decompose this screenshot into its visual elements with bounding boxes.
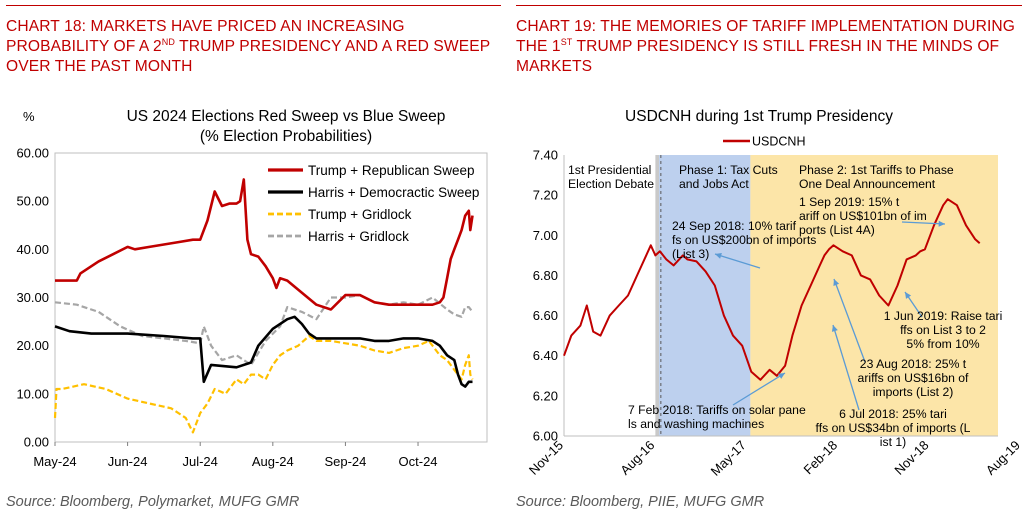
annotation-arrowhead	[938, 220, 945, 227]
x-tick-label: Feb-18	[800, 438, 840, 478]
chart-18-source: Source: Bloomberg, Polymarket, MUFG GMR	[6, 494, 300, 510]
x-tick-label: May-24	[33, 454, 76, 469]
y-tick-label: 60.00	[16, 146, 49, 161]
legend-label: USDCNH	[752, 135, 805, 149]
y-tick-label: 6.20	[533, 388, 558, 403]
y-tick-label: 6.00	[533, 429, 558, 444]
annotation-arrow	[901, 221, 946, 225]
annotation-1: 1 Sep 2019: 15% t ariff on US$101bn of im…	[799, 195, 927, 237]
title-rule	[6, 5, 501, 6]
y-tick-label: 30.00	[16, 290, 49, 305]
region-label-2: Phase 2: 1st Tariffs to Phase One Deal An…	[799, 163, 954, 191]
legend-label: Trump + Gridlock	[308, 207, 412, 222]
chart-18-title: Chart 18: Markets have priced an increas…	[6, 18, 490, 75]
shaded-region-2	[750, 155, 998, 436]
chart-18-plot: % US 2024 Elections Red Sweep vs Blue Sw…	[16, 108, 488, 469]
x-tick-label: Aug-16	[617, 438, 657, 478]
legend-label: Trump + Republican Sweep	[308, 163, 474, 178]
y-tick-label: 6.80	[533, 268, 558, 283]
y-tick-label: 40.00	[16, 242, 49, 257]
annotation-arrow	[714, 253, 761, 269]
region-label-1: Phase 1: Tax Cuts and Jobs Act	[679, 163, 778, 191]
x-tick-label: Sep-24	[324, 454, 366, 469]
annotation-arrow	[732, 372, 786, 406]
y-tick-label: 7.00	[533, 228, 558, 243]
x-tick-label: Aug-24	[252, 454, 294, 469]
annotation-arrowhead	[778, 373, 785, 379]
chart-subtitle: (% Election Probabilities)	[200, 128, 372, 145]
series-line-0	[55, 178, 474, 311]
annotation-arrowhead	[905, 292, 912, 299]
y-tick-label: 20.00	[16, 338, 49, 353]
x-tick-label: May-17	[708, 438, 749, 479]
chart-title: USDCNH during 1st Trump Presidency	[625, 108, 893, 125]
x-tick-label: Jun-24	[108, 454, 148, 469]
y-tick-label: 0.00	[24, 435, 49, 450]
annotation-4: 6 Jul 2018: 25% tari ffs on US$34bn of im…	[816, 407, 971, 449]
y-tick-label: 10.00	[16, 386, 49, 401]
title-rule	[516, 5, 1022, 6]
annotation-5: 7 Feb 2018: Tariffs on solar pane ls and …	[628, 403, 806, 431]
x-tick-label: Nov-15	[526, 438, 566, 478]
annotation-arrow	[832, 324, 860, 411]
y-tick-label: 50.00	[16, 194, 49, 209]
y-tick-label: 6.60	[533, 308, 558, 323]
series-line-3	[54, 294, 474, 366]
region-label-0: 1st Presidential Election Debate	[568, 163, 654, 191]
annotation-arrowhead	[831, 325, 838, 332]
plot-area: 0.00 10.00 20.00 30.00 40.00 50.00 60.00 May-24…	[16, 146, 488, 469]
annotation-0: 24 Sep 2018: 10% tarif fs on US$200bn of …	[672, 219, 816, 261]
shaded-region-1	[659, 155, 751, 436]
series-line-2	[53, 334, 474, 434]
chart-title: US 2024 Elections Red Sweep vs Blue Swee…	[127, 108, 446, 125]
y-unit-label: %	[23, 109, 35, 124]
annotation-arrow	[833, 278, 866, 363]
series-line-1	[54, 315, 473, 388]
y-tick-label: 7.40	[533, 148, 558, 163]
annotation-2: 1 Jun 2019: Raise tari ffs on List 3 to 2…	[884, 309, 1003, 351]
x-tick-label: Jul-24	[182, 454, 217, 469]
plot-area: 6.00 6.20 6.40 6.60 6.80 7.00 7.20 7.40 Nov-15 Au…	[526, 135, 1022, 479]
x-tick-label: Aug-19	[983, 438, 1022, 478]
chart-18-panel: Chart 18: Markets have priced an increas…	[0, 0, 501, 524]
series-line-usdcnh	[563, 198, 981, 381]
annotation-arrowhead	[715, 253, 722, 259]
shaded-region-0	[655, 155, 660, 436]
y-tick-label: 7.20	[533, 188, 558, 203]
chart-19-source: Source: Bloomberg, PIIE, MUFG GMR	[516, 494, 765, 510]
x-tick-label: Oct-24	[399, 454, 438, 469]
plot-border	[54, 152, 488, 443]
legend-label: Harris + Gridlock	[308, 229, 409, 244]
annotation-3: 23 Aug 2018: 25% t ariffs on US$16bn of im…	[858, 357, 970, 399]
legend-label: Harris + Democractic Sweep	[308, 185, 479, 200]
annotation-arrowhead	[833, 279, 840, 286]
chart-19-plot: USDCNH during 1st Trump Presidency 6.006…	[526, 108, 1022, 479]
y-tick-label: 6.40	[533, 348, 558, 363]
